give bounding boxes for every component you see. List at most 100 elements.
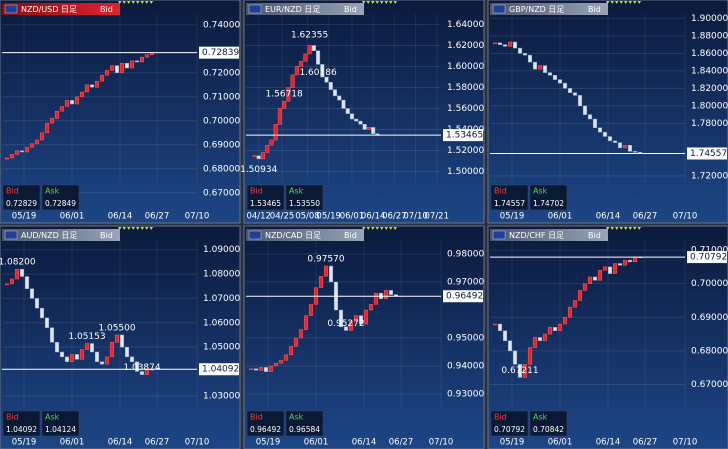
price-annotation: 1.05500 — [98, 323, 135, 333]
price-tag — [199, 46, 239, 59]
candle — [368, 304, 374, 311]
candle — [84, 343, 90, 350]
candle — [303, 315, 309, 330]
candle — [69, 354, 75, 362]
candle — [149, 52, 155, 56]
bid-value: 1.74557 — [494, 199, 525, 208]
ask-box[interactable] — [285, 410, 324, 437]
candle — [119, 334, 125, 348]
candle — [373, 292, 379, 305]
candle — [567, 306, 573, 318]
ask-box[interactable] — [529, 410, 568, 437]
y-tick-label: 1.50000 — [447, 167, 484, 177]
header-bar[interactable] — [246, 3, 364, 15]
y-tick-label: 1.05000 — [203, 343, 240, 353]
candle — [552, 327, 558, 331]
price-annotation: 0.95272 — [327, 319, 364, 329]
x-tick-label: 07/10 — [185, 212, 210, 222]
header-bar[interactable] — [2, 3, 120, 15]
x-tick-label: 05/19 — [256, 438, 281, 448]
signal-marker — [615, 227, 619, 230]
candle — [542, 65, 548, 73]
x-tick-label: 05/19 — [12, 212, 37, 222]
header-bar[interactable] — [246, 229, 364, 241]
price-annotation: 1.08200 — [0, 258, 36, 268]
candle — [338, 309, 344, 328]
header-bar[interactable] — [2, 229, 120, 241]
bid-box[interactable] — [246, 410, 285, 437]
candle — [348, 320, 354, 331]
candle — [354, 118, 359, 122]
candle — [324, 76, 329, 83]
candle — [502, 330, 508, 342]
candle — [109, 342, 115, 358]
flag-icon — [248, 230, 262, 240]
candle — [349, 113, 355, 120]
bid-label: Bid — [250, 187, 263, 196]
y-tick-label: 0.70000 — [203, 116, 240, 126]
candle — [597, 269, 603, 281]
bid-box[interactable] — [246, 184, 285, 211]
candle — [582, 283, 588, 291]
candle — [592, 276, 598, 281]
candle — [497, 323, 503, 331]
candle — [79, 349, 85, 360]
candle — [612, 140, 618, 143]
x-tick-label: 06/01 — [304, 438, 329, 448]
ask-box[interactable] — [285, 184, 324, 211]
y-tick-label: 0.93000 — [447, 390, 484, 400]
candle — [492, 42, 498, 45]
y-tick-label: 1.06000 — [203, 318, 240, 328]
pair-title: GBP/NZD 日足 — [509, 5, 564, 14]
header-bar[interactable] — [490, 229, 608, 241]
y-tick-label: 1.07000 — [203, 294, 240, 304]
candle — [366, 127, 371, 130]
signal-marker — [633, 1, 637, 4]
x-tick-label: 06/01 — [60, 212, 85, 222]
candle — [119, 62, 125, 74]
bid-box[interactable] — [2, 410, 41, 437]
candle — [139, 371, 145, 375]
candle — [507, 340, 513, 352]
candle — [79, 91, 85, 98]
candle — [612, 263, 618, 274]
candle — [94, 80, 100, 88]
candle — [89, 343, 95, 353]
candle — [318, 276, 324, 288]
candle — [587, 114, 593, 120]
ask-label: Ask — [533, 187, 548, 196]
ask-box[interactable] — [529, 184, 568, 211]
candle — [502, 44, 508, 47]
candle — [627, 145, 633, 152]
candle — [34, 298, 40, 309]
bid-box[interactable] — [490, 410, 529, 437]
candle — [19, 268, 25, 277]
x-tick-label: 05/19 — [12, 438, 37, 448]
signal-marker — [127, 1, 131, 4]
candle — [34, 139, 40, 144]
signal-marker — [122, 1, 126, 4]
ask-box[interactable] — [41, 410, 80, 437]
price-annotation: 1.03874 — [123, 363, 160, 373]
y-tick-label: 0.68000 — [691, 346, 728, 356]
candle — [99, 74, 105, 82]
x-tick-label: 07/10 — [185, 438, 210, 448]
y-tick-label: 0.98000 — [447, 250, 484, 260]
bid-box[interactable] — [490, 184, 529, 211]
y-tick-label: 1.62000 — [447, 41, 484, 51]
signal-marker — [366, 1, 370, 4]
candle — [64, 100, 70, 107]
signal-marker — [637, 227, 641, 230]
signal-marker — [606, 1, 610, 4]
candle — [124, 62, 130, 69]
header-bar[interactable] — [490, 3, 608, 15]
pair-title: NZD/CAD 日足 — [265, 231, 321, 240]
candle — [587, 276, 593, 284]
candle — [522, 364, 528, 378]
x-tick-label: 07/10 — [403, 212, 428, 222]
bid-box[interactable] — [2, 184, 41, 211]
candle — [260, 152, 266, 160]
ask-box[interactable] — [41, 184, 80, 211]
candle — [24, 146, 30, 153]
candle — [307, 45, 312, 55]
